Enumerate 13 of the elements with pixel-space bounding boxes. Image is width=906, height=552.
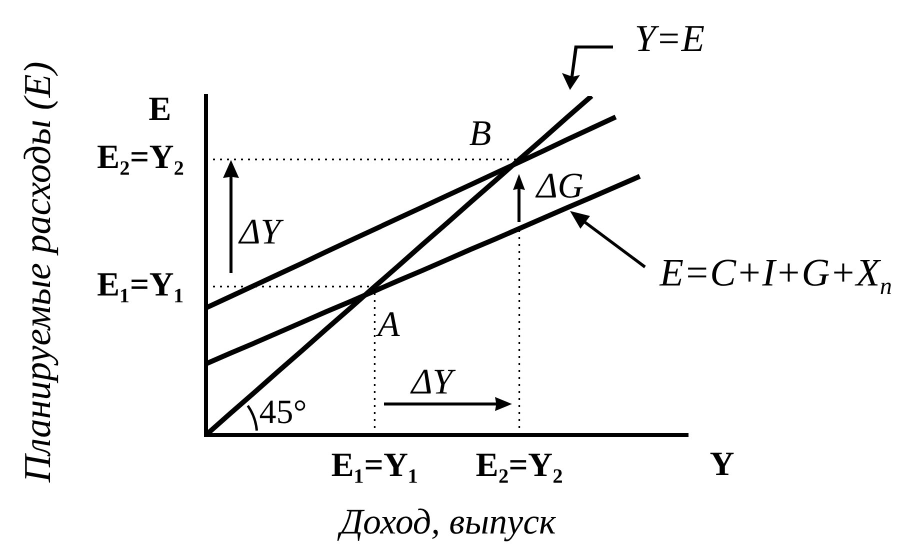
- series-label: Y=E: [634, 18, 705, 60]
- ref-line-label: E₂=Y₂: [97, 139, 184, 176]
- text: E: [148, 90, 172, 128]
- annotation: 45°: [259, 394, 307, 431]
- y-axis-title: Планируемые расходы (E): [16, 62, 59, 484]
- annotation: ΔG: [534, 165, 584, 206]
- annotation: A: [376, 304, 401, 344]
- x-axis-title: Доход, выпуск: [337, 501, 558, 542]
- ref-line-label: E₁=Y₁: [97, 266, 184, 304]
- annotation: ΔY: [237, 211, 285, 252]
- annotation: B: [469, 112, 492, 153]
- annotation: ΔY: [409, 361, 457, 402]
- text: Y: [710, 446, 734, 483]
